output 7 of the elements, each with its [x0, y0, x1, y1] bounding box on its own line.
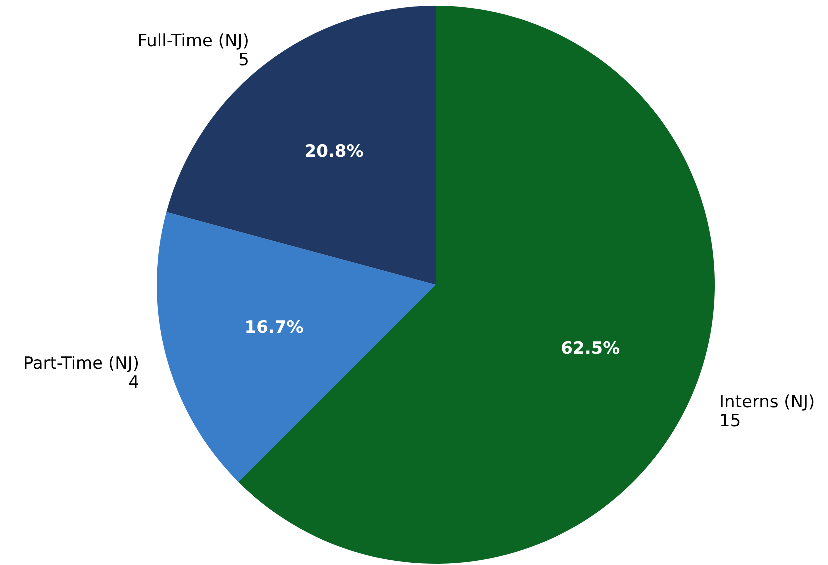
slice-label: Interns (NJ) 15: [720, 392, 816, 432]
data-label: 20.8%: [304, 142, 364, 162]
data-label: 62.5%: [561, 339, 620, 360]
slice-label: Full-Time (NJ) 5: [138, 31, 250, 70]
pie-slice: [157, 212, 436, 482]
slice-label: Part-Time (NJ) 4: [23, 354, 140, 394]
data-label: 16.7%: [244, 318, 304, 338]
